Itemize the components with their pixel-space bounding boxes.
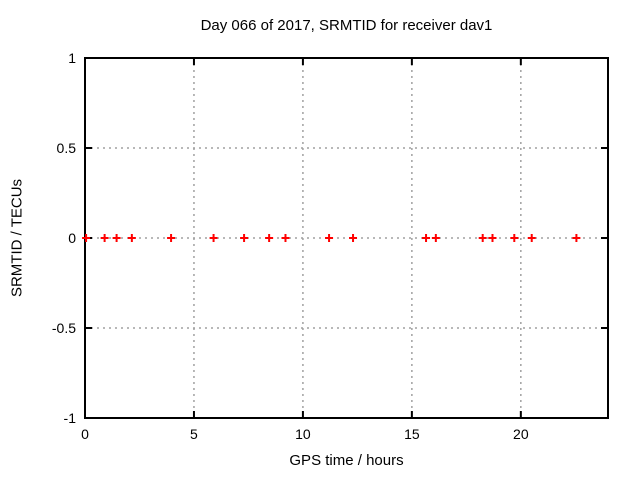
x-tick-label: 0 — [81, 426, 89, 442]
x-tick-label: 15 — [404, 426, 420, 442]
y-tick-label: -1 — [64, 410, 77, 426]
x-tick-label: 20 — [513, 426, 529, 442]
x-tick-label: 10 — [295, 426, 311, 442]
y-tick-label: 0.5 — [57, 140, 77, 156]
chart-title: Day 066 of 2017, SRMTID for receiver dav… — [200, 17, 493, 34]
y-tick-label: 0 — [68, 230, 76, 246]
x-tick-label: 5 — [190, 426, 198, 442]
y-tick-label: 1 — [68, 50, 76, 66]
x-axis-title: GPS time / hours — [289, 452, 404, 469]
y-tick-label: -0.5 — [52, 320, 76, 336]
